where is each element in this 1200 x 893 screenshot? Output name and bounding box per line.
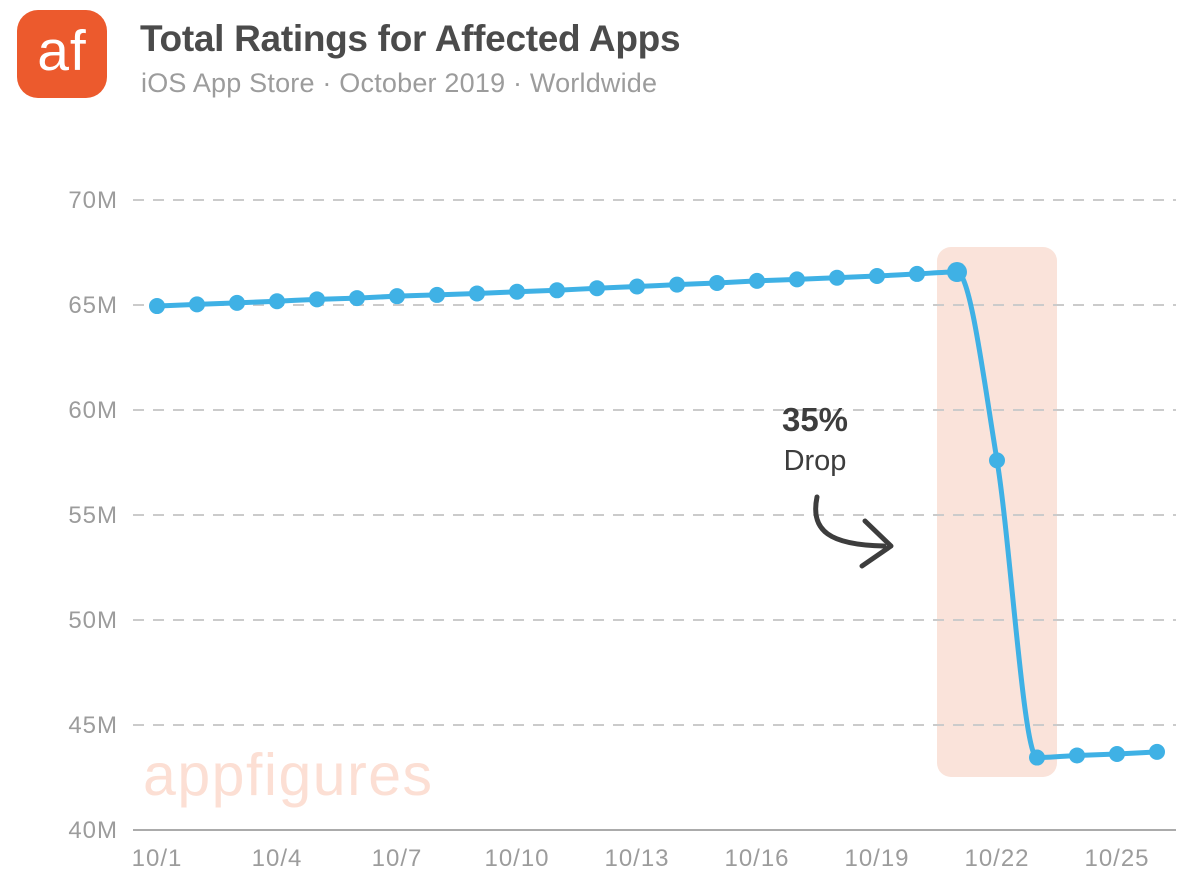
data-point <box>749 272 765 289</box>
data-point <box>309 291 325 308</box>
x-axis-tick-label: 10/16 <box>724 845 789 872</box>
data-point <box>1149 743 1165 760</box>
data-point <box>509 283 525 300</box>
data-point <box>189 296 205 313</box>
drop-label: Drop <box>783 445 847 477</box>
y-axis-tick-label: 45M <box>68 712 118 739</box>
y-axis-tick-label: 65M <box>68 292 118 319</box>
data-point <box>1069 747 1085 764</box>
data-point <box>989 452 1005 469</box>
data-point <box>229 294 245 311</box>
data-point <box>269 293 285 310</box>
data-point <box>589 280 605 297</box>
y-axis-tick-label: 70M <box>68 187 118 214</box>
data-point <box>869 268 885 285</box>
y-axis-tick-label: 40M <box>68 817 118 844</box>
data-point <box>947 262 967 283</box>
data-point <box>909 265 925 282</box>
data-point <box>389 288 405 305</box>
data-point <box>549 282 565 299</box>
x-axis-tick-label: 10/22 <box>964 845 1029 872</box>
data-point <box>149 298 165 315</box>
data-point <box>1109 745 1125 762</box>
data-point <box>349 290 365 307</box>
annotation-arrowhead <box>859 518 894 569</box>
x-axis-tick-label: 10/4 <box>252 845 303 872</box>
y-axis-tick-label: 60M <box>68 397 118 424</box>
x-axis-tick-label: 10/19 <box>844 845 909 872</box>
data-point <box>429 286 445 303</box>
highlight-band <box>937 247 1057 777</box>
data-point <box>789 271 805 288</box>
drop-annotation: 35% Drop <box>755 403 875 478</box>
x-axis-tick-label: 10/13 <box>604 845 669 872</box>
data-point <box>709 274 725 291</box>
y-axis-tick-label: 55M <box>68 502 118 529</box>
data-point <box>669 276 685 293</box>
x-axis-tick-label: 10/7 <box>372 845 423 872</box>
chart-subtitle: iOS App Store · October 2019 · Worldwide <box>141 68 658 98</box>
data-point <box>829 269 845 286</box>
annotation-arrow <box>813 494 887 549</box>
x-axis-tick-label: 10/25 <box>1084 845 1149 872</box>
x-axis-tick-label: 10/10 <box>484 845 549 872</box>
appfigures-logo: af <box>17 10 107 98</box>
data-point <box>1029 749 1045 766</box>
logo-text: af <box>37 19 87 83</box>
ratings-line <box>154 269 1160 761</box>
page-title: Total Ratings for Affected Apps <box>140 18 681 59</box>
y-axis-tick-label: 50M <box>68 607 118 634</box>
data-point <box>469 285 485 302</box>
data-point <box>629 278 645 295</box>
watermark: appfigures <box>143 742 434 808</box>
drop-percent: 35% <box>781 401 849 438</box>
x-axis-tick-label: 10/1 <box>132 845 183 872</box>
